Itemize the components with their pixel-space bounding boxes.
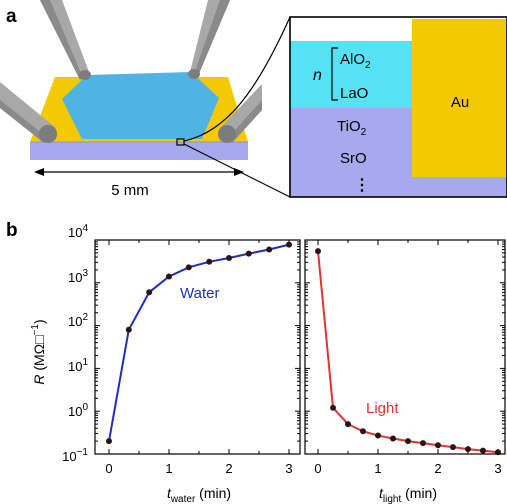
light-data-point bbox=[420, 440, 426, 447]
water-data-point bbox=[166, 273, 172, 280]
water-series-line bbox=[108, 243, 290, 442]
probe-top-left bbox=[40, 0, 91, 80]
y-tick-label: 102 bbox=[68, 312, 88, 329]
lao-label: LaO bbox=[340, 85, 368, 102]
x-tick-label: 2 bbox=[434, 461, 441, 476]
light-data-point bbox=[465, 446, 471, 453]
light-data-point bbox=[390, 435, 396, 442]
light-data-point bbox=[480, 447, 486, 454]
x-tick-label: 1 bbox=[374, 461, 381, 476]
y-axis-title: R (MΩ□−1) bbox=[30, 319, 47, 384]
substrate-front-face bbox=[30, 142, 248, 160]
water-plot: Water 0 1 2 3 twater (min) bbox=[94, 239, 301, 504]
zoom-line-top bbox=[183, 16, 291, 142]
light-data-point bbox=[345, 421, 351, 428]
device-illustration bbox=[0, 0, 291, 198]
scale-bar-label: 5 mm bbox=[111, 182, 149, 199]
light-data-point bbox=[435, 442, 441, 449]
water-data-point bbox=[226, 254, 232, 261]
au-contact bbox=[412, 19, 507, 177]
ellipsis-label: ⋮ bbox=[354, 177, 370, 194]
water-data-point bbox=[106, 438, 112, 445]
light-data-point bbox=[375, 432, 381, 439]
y-tick-label: 101 bbox=[68, 357, 88, 374]
water-data-point bbox=[206, 258, 213, 265]
probe-bottom-right bbox=[218, 84, 262, 143]
laalo3-film bbox=[62, 72, 219, 139]
light-x-axis-title: tlight (min) bbox=[379, 485, 437, 504]
light-points bbox=[315, 248, 501, 456]
light-x-tick-labels: 0 1 2 3 bbox=[314, 461, 501, 476]
water-data-point bbox=[185, 264, 192, 271]
scale-bar: 5 mm bbox=[34, 168, 244, 199]
probe-bottom-left bbox=[0, 82, 57, 143]
panel-a-label: a bbox=[6, 6, 17, 27]
tio2-label: TiO2 bbox=[337, 118, 367, 138]
light-data-point bbox=[405, 438, 411, 445]
svg-text:R (MΩ□−1): R (MΩ□−1) bbox=[30, 319, 47, 384]
x-tick-label: 0 bbox=[314, 461, 321, 476]
water-data-point bbox=[245, 250, 252, 257]
water-data-point bbox=[266, 246, 273, 253]
sro-label: SrO bbox=[340, 150, 367, 167]
light-series-line bbox=[317, 251, 499, 454]
light-data-point bbox=[315, 248, 321, 255]
y-tick-labels: 10−1 100 101 102 103 104 bbox=[62, 223, 88, 464]
panel-a: a bbox=[0, 0, 507, 199]
x-tick-label: 2 bbox=[225, 461, 232, 476]
water-data-point bbox=[286, 241, 292, 248]
au-label: Au bbox=[451, 94, 469, 111]
x-tick-label: 3 bbox=[285, 461, 292, 476]
probe-top-right bbox=[188, 0, 230, 79]
water-data-point bbox=[146, 289, 153, 296]
light-series-label: Light bbox=[366, 400, 399, 417]
panel-b: b R (MΩ□−1) 10−1 100 101 102 103 104 Wat… bbox=[6, 220, 506, 504]
y-tick-label: 10−1 bbox=[62, 447, 88, 464]
y-tick-label: 100 bbox=[68, 402, 88, 419]
x-tick-label: 0 bbox=[105, 461, 112, 476]
light-plot: Light 0 1 2 3 tlight (min) bbox=[304, 239, 506, 504]
water-series-label: Water bbox=[180, 285, 219, 302]
light-data-point bbox=[450, 444, 456, 451]
y-tick-label: 103 bbox=[68, 268, 88, 285]
x-tick-label: 1 bbox=[165, 461, 172, 476]
x-tick-label: 3 bbox=[494, 461, 501, 476]
water-x-tick-labels: 0 1 2 3 bbox=[105, 461, 292, 476]
zoom-frame bbox=[289, 16, 507, 198]
water-x-axis-title: twater (min) bbox=[167, 485, 231, 504]
zoom-marker bbox=[176, 138, 185, 146]
water-data-point bbox=[125, 326, 132, 333]
water-points bbox=[106, 241, 292, 445]
light-plot-frame bbox=[304, 239, 506, 455]
light-ticks bbox=[305, 239, 505, 455]
alo2-label: AlO2 bbox=[340, 51, 371, 71]
layer-bracket bbox=[331, 47, 338, 101]
water-plot-frame bbox=[94, 239, 301, 455]
panel-b-label: b bbox=[6, 220, 18, 241]
light-data-point bbox=[330, 404, 336, 411]
layer-stack-diagram: n AlO2 LaO TiO2 SrO ⋮ Au bbox=[289, 16, 507, 198]
y-tick-label: 104 bbox=[68, 223, 88, 240]
repeat-n-label: n bbox=[313, 67, 322, 84]
light-data-point bbox=[360, 428, 366, 435]
